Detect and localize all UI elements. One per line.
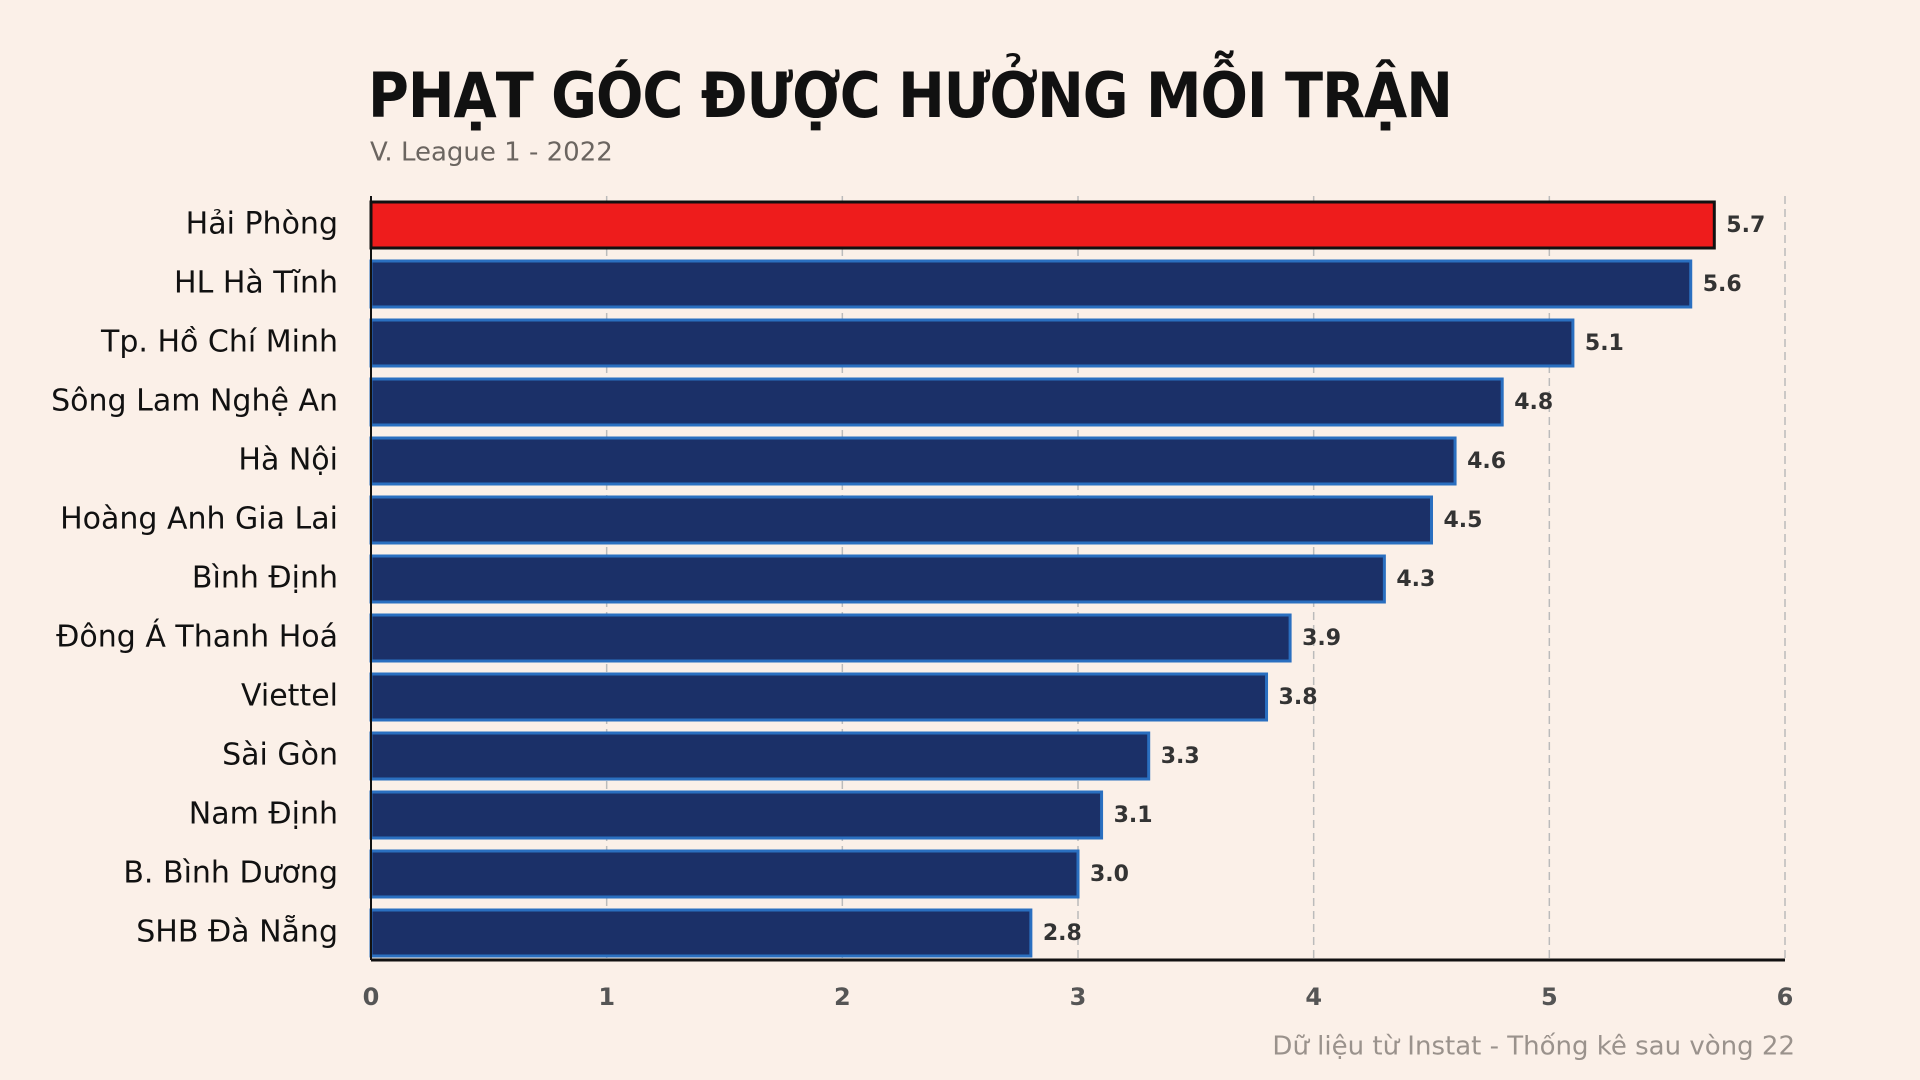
category-label: Hoàng Anh Gia Lai [60,502,338,537]
data-label: 5.1 [1585,331,1624,356]
data-label: 3.8 [1279,685,1318,710]
data-label: 2.8 [1043,921,1082,946]
bar [369,436,1457,486]
bar [369,377,1504,427]
bar [369,908,1033,958]
category-label: Bình Định [192,561,338,596]
data-label: 4.8 [1514,390,1553,415]
category-label: Sông Lam Nghệ An [51,384,338,419]
data-label: 4.5 [1444,508,1483,533]
bar [369,790,1104,840]
data-label: 4.6 [1467,449,1506,474]
bar [369,259,1693,309]
category-label: Viettel [241,679,338,714]
category-label: Hải Phòng [186,207,338,242]
bar [369,672,1269,722]
x-tick-label: 1 [598,983,615,1011]
bar [369,554,1386,604]
x-tick-label: 6 [1777,983,1794,1011]
data-label: 3.9 [1302,626,1341,651]
source-note: Dữ liệu từ Instat - Thống kê sau vòng 22 [1272,1032,1795,1062]
bar [369,613,1292,663]
chart-subtitle: V. League 1 - 2022 [370,138,613,168]
x-tick-label: 3 [1070,983,1087,1011]
category-label: B. Bình Dương [123,856,338,891]
category-label: Sài Gòn [222,738,338,773]
bar [369,731,1151,781]
x-tick-label: 2 [834,983,851,1011]
x-tick-label: 5 [1541,983,1558,1011]
category-label: SHB Đà Nẵng [136,915,338,950]
x-tick-label: 0 [363,983,380,1011]
data-label: 5.6 [1703,272,1742,297]
bar [369,495,1433,545]
data-label: 5.7 [1726,213,1765,238]
chart-title: PHẠT GÓC ĐƯỢC HƯỞNG MỖI TRẬN [368,50,1452,132]
bar [369,849,1080,899]
data-label: 3.3 [1161,744,1200,769]
bar [369,318,1575,368]
data-label: 3.0 [1090,862,1129,887]
category-label: Tp. Hồ Chí Minh [100,325,338,360]
category-label: Đông Á Thanh Hoá [56,619,338,655]
x-tick-label: 4 [1305,983,1322,1011]
bar [369,200,1716,250]
data-label: 3.1 [1114,803,1153,828]
category-label: HL Hà Tĩnh [174,266,338,301]
data-label: 4.3 [1396,567,1435,592]
category-label: Nam Định [189,797,338,832]
category-label: Hà Nội [238,443,338,478]
